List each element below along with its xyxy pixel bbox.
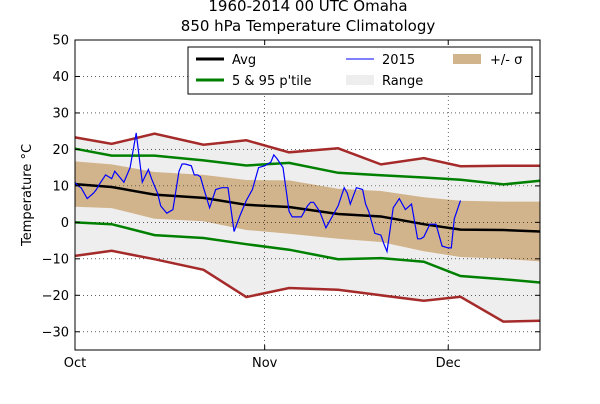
axis-layer: −30 −20 −10 0 10 20 30 40 50 Oct Nov Dec [42, 34, 540, 371]
legend-sigma-swatch [453, 54, 481, 64]
p95-line [74, 147, 541, 186]
plot-frame [74, 39, 541, 351]
x-tick-label: Oct [64, 356, 86, 371]
y-tick-label: −20 [42, 289, 69, 304]
y-axis-label: Temperature °C [20, 144, 35, 247]
legend-range-swatch [346, 75, 374, 85]
y-tick-label: −30 [42, 325, 69, 340]
y-tick-label: 50 [52, 34, 69, 49]
range-max-line [74, 132, 540, 168]
y-tick-label: 20 [52, 143, 69, 158]
series-2015-line [74, 132, 462, 254]
chart-title-line2: 850 hPa Temperature Climatology [181, 17, 436, 35]
x-tick-label: Dec [436, 356, 461, 371]
range-min-line [74, 249, 541, 323]
legend-p595-label: 5 & 95 p'tile [232, 74, 312, 89]
y-tick-label: 40 [52, 70, 69, 85]
chart-title-line1: 1960-2014 00 UTC Omaha [208, 0, 407, 15]
legend-range-label: Range [382, 74, 423, 89]
y-tick-label: −10 [42, 252, 69, 267]
x-tick-label: Nov [252, 356, 278, 371]
legend-2015-label: 2015 [382, 53, 415, 68]
avg-line [74, 182, 541, 233]
legend-avg-label: Avg [232, 53, 256, 68]
legend: Avg 5 & 95 p'tile 2015 Range +/- σ [187, 46, 533, 95]
y-tick-label: 10 [52, 179, 69, 194]
y-tick-label: 0 [61, 216, 69, 231]
p5-line [74, 221, 541, 284]
legend-sigma-label: +/- σ [490, 53, 522, 68]
y-tick-label: 30 [52, 106, 69, 121]
